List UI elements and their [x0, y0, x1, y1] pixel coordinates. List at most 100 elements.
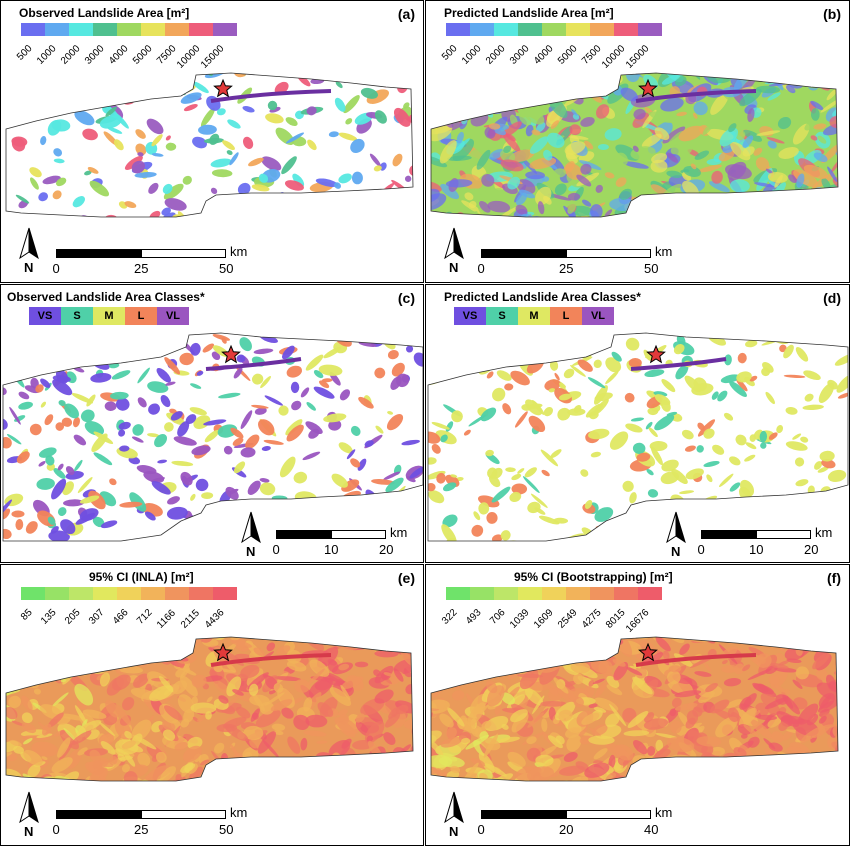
terrain-patch — [168, 230, 184, 240]
terrain-patch — [148, 182, 159, 194]
terrain-patch — [190, 493, 196, 501]
terrain-patch — [137, 613, 156, 632]
terrain-patch — [275, 508, 289, 518]
terrain-patch — [626, 73, 640, 83]
terrain-patch — [271, 786, 281, 796]
terrain-patch — [174, 741, 188, 751]
terrain-patch — [450, 765, 461, 774]
terrain-patch — [58, 400, 66, 406]
terrain-patch — [619, 188, 633, 200]
terrain-patch — [354, 661, 369, 668]
terrain-patch — [143, 637, 164, 652]
terrain-patch — [637, 59, 649, 73]
terrain-patch — [290, 609, 308, 624]
terrain-patch — [226, 762, 232, 770]
terrain-patch — [391, 617, 411, 633]
terrain-patch — [592, 535, 608, 541]
terrain-patch — [771, 731, 784, 743]
terrain-patch — [209, 780, 218, 781]
scale-label: 10 — [749, 542, 764, 557]
terrain-patch — [691, 501, 707, 513]
terrain-patch — [595, 525, 607, 534]
terrain-patch — [209, 773, 229, 781]
terrain-patch — [671, 611, 683, 617]
terrain-patch — [128, 617, 136, 632]
terrain-patch — [817, 787, 845, 801]
terrain-patch — [720, 817, 738, 835]
terrain-patch — [625, 423, 643, 433]
terrain-patch — [109, 756, 118, 765]
terrain-patch — [507, 672, 519, 680]
scale-label: 0 — [52, 261, 60, 276]
terrain-patch — [507, 637, 520, 641]
terrain-patch — [356, 794, 374, 810]
terrain-patch — [387, 349, 399, 360]
terrain-patch — [487, 200, 511, 213]
terrain-patch — [548, 333, 560, 335]
terrain-patch — [789, 213, 810, 217]
terrain-patch — [104, 637, 124, 649]
terrain-patch — [654, 414, 675, 431]
terrain-patch — [651, 742, 672, 761]
terrain-patch — [687, 777, 712, 781]
terrain-patch — [11, 720, 25, 727]
terrain-patch — [99, 73, 113, 79]
terrain-patch — [193, 230, 208, 249]
terrain-patch — [469, 188, 486, 195]
terrain-patch — [29, 167, 42, 178]
terrain-patch — [594, 609, 605, 619]
terrain-patch — [719, 806, 730, 814]
terrain-patch — [182, 175, 192, 185]
terrain-patch — [257, 793, 267, 799]
terrain-patch — [337, 73, 354, 74]
terrain-patch — [398, 784, 424, 808]
terrain-patch — [110, 391, 129, 400]
legend-swatch — [518, 587, 542, 600]
terrain-patch — [242, 136, 254, 149]
color-legend-bar — [21, 23, 237, 36]
terrain-patch — [799, 192, 812, 204]
terrain-patch — [178, 615, 198, 623]
terrain-patch — [537, 201, 545, 215]
terrain-patch — [69, 333, 90, 341]
terrain-patch — [564, 49, 576, 63]
terrain-patch — [474, 45, 489, 57]
terrain-patch — [461, 737, 471, 745]
terrain-patch — [329, 687, 352, 706]
terrain-patch — [678, 221, 700, 231]
terrain-patch — [593, 748, 608, 760]
terrain-patch — [796, 819, 809, 835]
terrain-patch — [203, 776, 214, 781]
terrain-patch — [369, 764, 386, 777]
terrain-patch — [111, 85, 128, 95]
terrain-patch — [40, 136, 47, 146]
terrain-patch — [552, 54, 579, 74]
terrain-patch — [587, 538, 600, 541]
terrain-patch — [729, 218, 756, 228]
terrain-patch — [377, 767, 392, 781]
terrain-patch — [111, 85, 124, 95]
terrain-patch — [590, 786, 601, 797]
terrain-patch — [121, 740, 136, 749]
terrain-patch — [8, 695, 21, 709]
terrain-patch — [487, 467, 498, 479]
terrain-patch — [137, 152, 144, 157]
terrain-patch — [259, 334, 278, 344]
terrain-patch — [590, 451, 602, 458]
terrain-patch — [713, 229, 741, 258]
terrain-patch — [338, 721, 356, 738]
terrain-patch — [250, 708, 260, 722]
terrain-patch — [762, 252, 774, 264]
terrain-patch — [11, 651, 25, 666]
terrain-patch — [383, 672, 393, 677]
terrain-patch — [147, 765, 172, 781]
terrain-patch — [471, 524, 484, 537]
terrain-patch — [753, 759, 767, 767]
terrain-patch — [203, 675, 223, 682]
terrain-patch — [787, 253, 800, 266]
terrain-patch — [392, 44, 416, 55]
terrain-patch — [644, 369, 665, 378]
terrain-patch — [799, 768, 810, 774]
terrain-patch — [378, 637, 388, 641]
terrain-patch — [325, 54, 338, 68]
